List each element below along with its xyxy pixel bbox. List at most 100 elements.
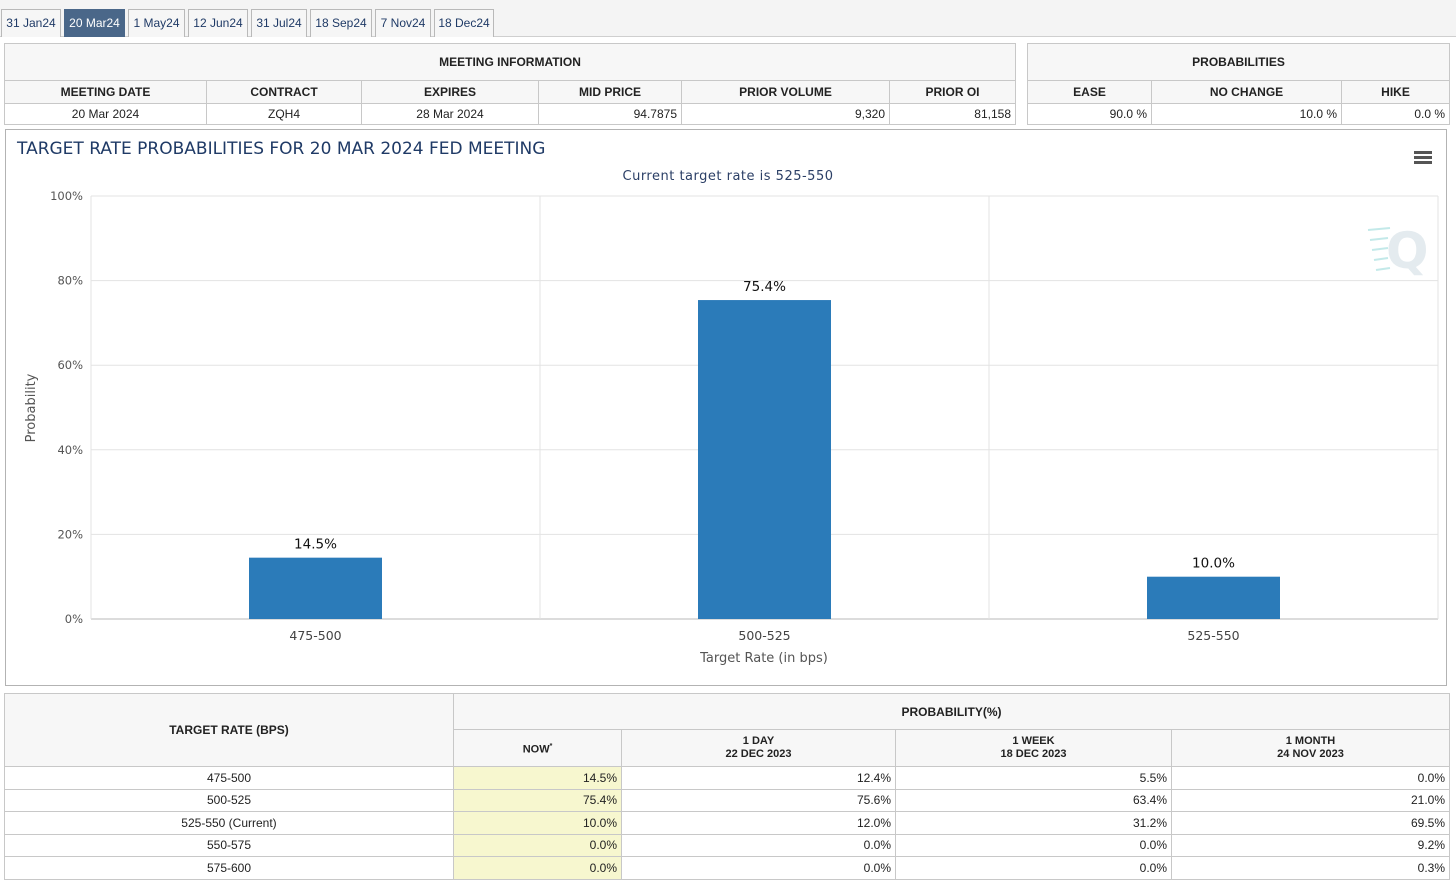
contract-header: CONTRACT [206,80,362,104]
one-week-cell: 5.5% [895,766,1172,790]
one-week-cell: 0.0% [895,856,1172,880]
table-row: 525-550 (Current) 10.0% 12.0% 31.2% 69.5… [4,811,1450,835]
bar-data-label: 10.0% [1192,556,1235,572]
cme-q-logo-icon: Q [1367,222,1429,280]
tab-1-may24[interactable]: 1 May24 [128,9,185,37]
y-axis-ticks: 0% 20% 40% 60% 80% 100% [50,189,83,626]
hamburger-menu-icon[interactable] [1410,148,1436,168]
probability-group-header: PROBABILITY(%) [453,693,1450,730]
chart-bars: 14.5% 75.4% 10.0% [249,279,1280,619]
x-tick-label: 475-500 [289,628,341,643]
y-tick-label: 100% [50,189,83,203]
one-day-cell: 0.0% [621,833,896,857]
one-day-cell: 0.0% [621,856,896,880]
one-month-column-header: 1 MONTH 24 NOV 2023 [1171,729,1450,767]
bar-500-525[interactable] [698,300,831,619]
now-label: NOW [522,743,550,756]
target-rate-chart-panel: TARGET RATE PROBABILITIES FOR 20 MAR 202… [5,129,1447,686]
one-day-cell: 12.0% [621,811,896,835]
one-month-cell: 69.5% [1171,811,1450,835]
mid-price-header: MID PRICE [538,80,682,104]
meeting-information-heading: MEETING INFORMATION [4,43,1016,81]
tab-7-nov24[interactable]: 7 Nov24 [375,9,431,37]
bar-data-label: 14.5% [294,537,337,553]
contract-value: ZQH4 [206,103,362,125]
expires-value: 28 Mar 2024 [361,103,539,125]
now-column-header: NOW* [453,729,622,767]
one-week-cell: 63.4% [895,788,1172,812]
now-footnote-marker: * [549,742,553,750]
tab-18-dec24[interactable]: 18 Dec24 [434,9,494,37]
one-week-column-header: 1 WEEK 18 DEC 2023 [895,729,1172,767]
tab-12-jun24[interactable]: 12 Jun24 [188,9,248,37]
chart-title: TARGET RATE PROBABILITIES FOR 20 MAR 202… [16,139,545,159]
now-cell: 0.0% [453,833,622,857]
one-month-cell: 21.0% [1171,788,1450,812]
prior-oi-header: PRIOR OI [889,80,1016,104]
hike-value: 0.0 % [1340,103,1451,125]
x-axis-title: Target Rate (in bps) [699,651,828,666]
ease-header: EASE [1027,80,1152,104]
mid-price-value: 94.7875 [538,103,682,125]
one-month-cell: 0.3% [1171,856,1450,880]
one-week-cell: 31.2% [895,811,1172,835]
svg-text:Q: Q [1386,222,1429,280]
no-change-value: 10.0 % [1151,103,1342,125]
target-rate-probability-table: TARGET RATE (BPS) PROBABILITY(%) NOW* 1 … [4,693,1450,880]
y-tick-label: 20% [57,527,83,541]
meeting-information-table: MEETING INFORMATION MEETING DATE CONTRAC… [4,43,1016,125]
no-change-header: NO CHANGE [1151,80,1342,104]
target-rate-cell: 500-525 [4,788,454,812]
probabilities-heading: PROBABILITIES [1026,43,1451,81]
table-row: 575-600 0.0% 0.0% 0.0% 0.3% [4,856,1450,880]
expires-header: EXPIRES [361,80,539,104]
y-tick-label: 80% [57,274,83,288]
now-cell: 14.5% [453,766,622,790]
target-rate-cell: 575-600 [4,856,454,880]
one-day-cell: 12.4% [621,766,896,790]
y-tick-label: 0% [65,612,83,626]
target-rate-cell: 475-500 [4,766,454,790]
one-day-date: 22 DEC 2023 [725,748,792,760]
one-week-date: 18 DEC 2023 [1000,748,1067,760]
bar-475-500[interactable] [249,557,382,619]
meeting-date-value: 20 Mar 2024 [4,103,207,125]
tab-31-jan24[interactable]: 31 Jan24 [1,9,61,37]
meeting-date-tabs: 31 Jan24 20 Mar24 1 May24 12 Jun24 31 Ju… [0,0,1456,37]
now-cell: 10.0% [453,811,622,835]
one-week-cell: 0.0% [895,833,1172,857]
target-rate-header: TARGET RATE (BPS) [4,693,454,767]
y-axis-title: Probability [24,373,39,442]
one-week-label: 1 WEEK [1012,735,1055,747]
y-tick-label: 60% [57,358,83,372]
ease-value: 90.0 % [1027,103,1152,125]
x-tick-label: 525-550 [1187,628,1239,643]
one-day-column-header: 1 DAY 22 DEC 2023 [621,729,896,767]
tab-20-mar24[interactable]: 20 Mar24 [64,9,125,37]
target-rate-cell: 550-575 [4,833,454,857]
meeting-date-header: MEETING DATE [4,80,207,104]
table-row: 500-525 75.4% 75.6% 63.4% 21.0% [4,788,1450,812]
prior-volume-value: 9,320 [681,103,890,125]
one-month-label: 1 MONTH [1285,735,1336,747]
prior-oi-value: 81,158 [889,103,1016,125]
x-axis-ticks: 475-500 500-525 525-550 [289,628,1239,643]
bar-525-550[interactable] [1147,576,1280,619]
table-row: 550-575 0.0% 0.0% 0.0% 9.2% [4,833,1450,857]
tab-31-jul24[interactable]: 31 Jul24 [251,9,307,37]
hike-header: HIKE [1340,80,1451,104]
one-day-label: 1 DAY [742,735,775,747]
target-rate-chart: TARGET RATE PROBABILITIES FOR 20 MAR 202… [16,139,1439,666]
one-month-cell: 9.2% [1171,833,1450,857]
table-row: 475-500 14.5% 12.4% 5.5% 0.0% [4,766,1450,790]
bar-data-label: 75.4% [743,279,786,295]
probabilities-table: PROBABILITIES EASE NO CHANGE HIKE 90.0 %… [1026,43,1451,125]
one-month-date: 24 NOV 2023 [1277,748,1344,760]
now-cell: 75.4% [453,788,622,812]
tab-18-sep24[interactable]: 18 Sep24 [310,9,372,37]
target-rate-cell: 525-550 (Current) [4,811,454,835]
one-day-cell: 75.6% [621,788,896,812]
one-month-cell: 0.0% [1171,766,1450,790]
now-cell: 0.0% [453,856,622,880]
chart-subtitle: Current target rate is 525-550 [623,169,834,184]
